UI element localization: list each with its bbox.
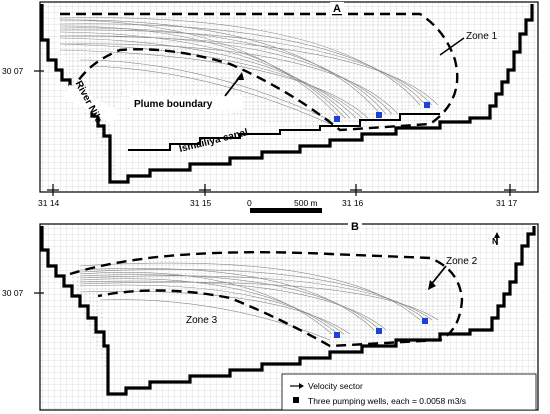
panel-b-tag-box [348,218,362,232]
well-a-3 [424,102,430,108]
well-b-2 [376,328,382,334]
zone-3-label: Zone 3 [186,315,218,326]
velocity-arrow-icon [290,383,304,389]
panel-a-plume-fill [60,14,440,180]
plume-boundary-label: Plume boundary [134,99,213,110]
zone-1-pointer [439,37,465,56]
lon-label-3: 31 16 [342,198,364,208]
legend: Velocity sector Three pumping wells, eac… [281,373,537,411]
scale-rect [250,208,322,213]
plume-boundary [60,12,459,132]
scale-distance: 500 m [294,198,318,208]
panel-a-lat-label: 30 07 [2,66,24,76]
panel-b-lat-label: 30 07 [2,288,24,298]
scale-bar: 0 500 m [247,198,322,213]
panel-a-tag-box [330,2,344,14]
zone-1-label: Zone 1 [466,31,498,42]
north-arrow-icon: N [490,232,504,246]
legend-velocity-label: Velocity sector [308,381,363,391]
well-b-1 [334,332,340,338]
legend-box [281,373,537,411]
panel-b-flowlines [79,262,439,341]
plume-label-box [130,96,242,110]
canal-line [128,113,440,151]
plume-boundary-b [69,251,464,348]
panel-b-domain-boundary [40,226,536,396]
longitude-ticks: 31 14 31 15 31 16 31 17 [38,184,518,208]
lon-label-4: 31 17 [496,198,518,208]
lon-label-2: 31 15 [190,198,212,208]
river-label-box [62,84,120,124]
panel-a-flowlines [59,17,439,125]
legend-wells-label: Three pumping wells, each = 0.0058 m3/s [308,396,466,406]
svg-text:N: N [492,236,498,246]
lon-label-1: 31 14 [38,198,60,208]
panel-b-tag: B [351,221,359,233]
plume-pointer-head [236,72,244,80]
panel-b-plume-fill [70,256,458,380]
well-a-2 [376,112,382,118]
scale-zero: 0 [247,198,252,208]
zone-2-pointer-head [428,280,436,290]
panel-a-tag: A [333,3,341,15]
panel-a: A Zone 1 Plume boundary River Nile Ismai… [2,1,539,193]
well-b-3 [422,318,428,324]
well-a-1 [334,116,340,122]
well-square-icon [293,397,299,403]
zone-2-label: Zone 2 [446,256,478,267]
